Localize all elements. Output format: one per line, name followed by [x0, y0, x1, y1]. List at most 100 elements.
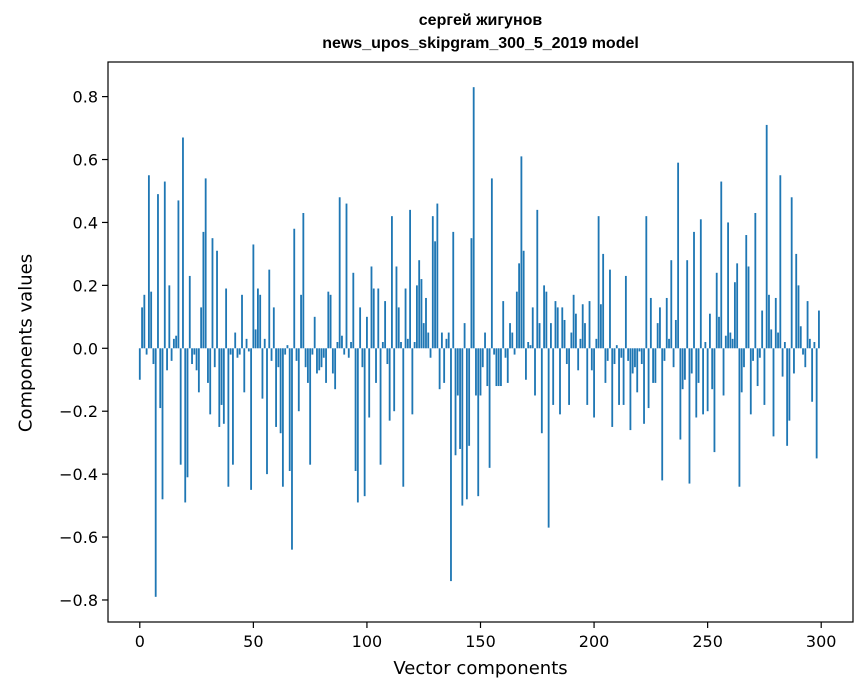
bar [411, 348, 414, 415]
bar [613, 348, 616, 365]
y-tick-label: 0.6 [73, 151, 98, 170]
bar [504, 348, 507, 358]
bar [270, 348, 273, 361]
bar [188, 275, 191, 349]
bar [649, 297, 652, 349]
bar [236, 348, 239, 358]
bar [452, 231, 455, 349]
y-tick-label: −0.8 [59, 591, 98, 610]
bar [395, 266, 398, 349]
bar [631, 348, 634, 374]
bar [309, 348, 312, 465]
bar [527, 342, 530, 349]
bar [218, 348, 221, 427]
bar [599, 304, 602, 349]
x-tick-label: 300 [806, 632, 837, 651]
bar [765, 124, 768, 349]
bar [220, 348, 223, 405]
bar [361, 348, 364, 368]
bar [409, 209, 411, 349]
bar [225, 288, 228, 349]
bar [579, 338, 582, 349]
bar [545, 291, 548, 349]
bar [702, 348, 704, 415]
bar [366, 316, 368, 349]
bar [818, 310, 820, 349]
bar [574, 313, 577, 349]
bar [475, 348, 477, 396]
bar [302, 213, 305, 349]
bar [431, 216, 434, 349]
bar [556, 307, 559, 349]
bar [699, 219, 702, 349]
bar [584, 323, 586, 349]
x-tick-label: 100 [352, 632, 383, 651]
bar [418, 260, 421, 349]
bar [618, 348, 620, 405]
bar [561, 307, 564, 349]
bar [597, 216, 600, 349]
bar [277, 348, 280, 368]
bar [313, 316, 316, 349]
bar [341, 335, 343, 349]
bar [420, 279, 423, 349]
bar [268, 269, 271, 349]
bar [343, 348, 346, 355]
bar [465, 348, 468, 500]
bar [511, 332, 514, 349]
bar [665, 297, 668, 349]
bar [740, 348, 743, 393]
bar [338, 197, 341, 349]
bar [297, 348, 300, 412]
bar [550, 323, 552, 349]
bar [629, 348, 632, 431]
bar [227, 348, 230, 487]
bar [783, 342, 786, 349]
bar [724, 335, 727, 349]
bar [720, 181, 723, 349]
bar [440, 332, 443, 349]
bar [152, 348, 155, 365]
bar [715, 272, 718, 349]
bar [731, 338, 734, 349]
bar [693, 231, 695, 349]
bar [316, 348, 318, 374]
y-axis-ticks: −0.8 −0.6 −0.4 −0.2 0.0 0.2 0.4 0.6 0.8 [59, 88, 108, 610]
bar [406, 338, 409, 349]
bar [643, 348, 645, 424]
bar [288, 348, 291, 471]
bar [654, 348, 657, 383]
bar [168, 285, 171, 349]
y-tick-label: −0.2 [59, 402, 98, 421]
bar [781, 348, 784, 377]
bar [663, 348, 666, 361]
bar [184, 348, 187, 503]
bar [372, 288, 375, 349]
bar [758, 348, 761, 358]
bar [529, 345, 532, 349]
bar [443, 348, 446, 383]
bar [500, 348, 502, 387]
bar [615, 345, 618, 349]
bar [204, 178, 207, 349]
bar [359, 307, 362, 349]
chart-title: сергей жигунов [418, 12, 543, 29]
bar [331, 348, 334, 374]
bar [275, 348, 277, 427]
bar [429, 348, 432, 358]
bar [647, 348, 650, 409]
bar [243, 348, 246, 393]
bar [686, 260, 689, 349]
bar [543, 285, 546, 349]
bar [790, 197, 793, 349]
bar [254, 329, 257, 349]
bar [745, 235, 748, 349]
bar [454, 348, 457, 456]
bar [620, 348, 623, 358]
bar [334, 348, 337, 390]
bar [786, 348, 789, 446]
bar [391, 216, 393, 349]
bar [661, 348, 664, 481]
bar [177, 200, 180, 349]
